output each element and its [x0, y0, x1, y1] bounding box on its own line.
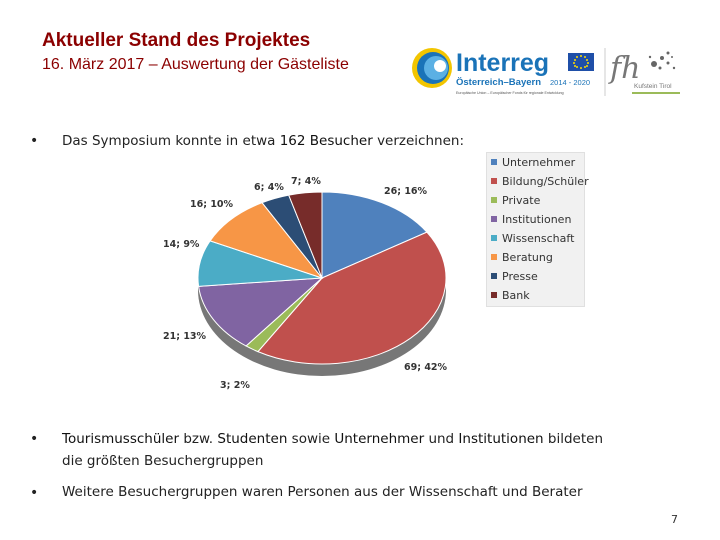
- page-number: 7: [671, 513, 678, 526]
- slice-label-institutionen: 21; 13%: [163, 331, 207, 342]
- bullet2-text-3: und: [424, 431, 459, 447]
- bullet1-highlight: 162 Besucher: [279, 133, 373, 149]
- slice-label-unternehmer: 26; 16%: [384, 186, 428, 197]
- chart-legend: Unternehmer Bildung/Schüler Private Inst…: [486, 152, 589, 307]
- legend-label: Wissenschaft: [502, 232, 575, 245]
- interreg-years: 2014 - 2020: [550, 78, 590, 87]
- slice-label-bank: 7; 4%: [291, 176, 321, 187]
- legend-item-bildung: Bildung/Schüler: [491, 175, 589, 191]
- legend-swatch: [491, 159, 497, 165]
- bullet-marker-2: •: [30, 431, 39, 447]
- bullet2-highlight-4: Institutionen: [458, 431, 544, 447]
- bullet2-text-1: bzw.: [179, 431, 218, 447]
- interreg-word: Interreg: [456, 49, 549, 77]
- legend-item-bank: Bank: [491, 289, 530, 305]
- legend-item-beratung: Beratung: [491, 251, 553, 267]
- slice-label-private: 3; 2%: [220, 380, 250, 391]
- bullet2-text-4: bildeten: [543, 431, 604, 447]
- legend-swatch: [491, 216, 497, 222]
- bullet2-highlight-3: Unternehmer: [334, 431, 425, 447]
- bullet2-line-2: die größten Besuchergruppen: [62, 453, 264, 469]
- legend-swatch: [491, 197, 497, 203]
- legend-label: Beratung: [502, 251, 553, 264]
- legend-label: Institutionen: [502, 213, 572, 226]
- fh-dots-icon: [648, 51, 676, 70]
- pie-slice-wissenschaft: [197, 240, 323, 287]
- legend-swatch: [491, 178, 497, 184]
- legend-swatch: [491, 235, 497, 241]
- pie-slice-private: [245, 277, 323, 353]
- legend-label: Bank: [502, 289, 530, 302]
- fh-word: fh: [608, 51, 640, 86]
- logo-area: Interreg Österreich–Bayern 2014 - 2020 E…: [410, 42, 685, 102]
- pie-slice-presse: [261, 194, 323, 279]
- pie-depth: [198, 204, 446, 376]
- legend-label: Bildung/Schüler: [502, 175, 589, 188]
- legend-swatch: [491, 273, 497, 279]
- slice-label-presse: 6; 4%: [254, 182, 284, 193]
- pie-slice-institutionen: [198, 277, 324, 347]
- slice-label-wissenschaft: 14; 9%: [163, 239, 200, 250]
- bullet2-highlight-1: Tourismusschüler: [62, 431, 180, 447]
- interreg-tagline: Europäische Union – Europäischer Fonds f…: [456, 91, 564, 95]
- bullet1-pre: Das Symposium konnte in etwa: [62, 133, 280, 149]
- pie-slice-beratung: [209, 202, 324, 280]
- bullet-marker-1: •: [30, 133, 39, 149]
- slice-label-beratung: 16; 10%: [190, 199, 234, 210]
- bullet2-highlight-2: Studenten: [217, 431, 288, 447]
- bullet-text-2: Tourismusschüler bzw. Studenten sowie Un…: [62, 428, 603, 472]
- slide-title: Aktueller Stand des Projektes: [42, 30, 311, 51]
- legend-label: Unternehmer: [502, 156, 576, 169]
- legend-item-presse: Presse: [491, 270, 538, 286]
- legend-item-private: Private: [491, 194, 540, 210]
- legend-label: Presse: [502, 270, 538, 283]
- bullet1-post: verzeichnen:: [372, 133, 465, 149]
- fh-location: Kufstein Tirol: [634, 83, 672, 90]
- pie-slice-unternehmer: [321, 191, 428, 279]
- slice-label-bildung: 69; 42%: [404, 362, 448, 373]
- bullet-text-3: Weitere Besuchergruppen waren Personen a…: [62, 484, 583, 500]
- legend-label: Private: [502, 194, 541, 207]
- bullet-text-1: Das Symposium konnte in etwa 162 Besuche…: [62, 130, 464, 152]
- legend-item-wissenschaft: Wissenschaft: [491, 232, 574, 248]
- pie-slice-bank: [288, 191, 323, 279]
- bullet-marker-3: •: [30, 485, 39, 501]
- legend-item-institutionen: Institutionen: [491, 213, 571, 229]
- interreg-logo: Interreg Österreich–Bayern 2014 - 2020 E…: [412, 48, 680, 96]
- interreg-region: Österreich–Bayern: [456, 77, 541, 88]
- pie-slice-bildung-sch-ler: [257, 231, 447, 365]
- slide-subtitle: 16. März 2017 – Auswertung der Gästelist…: [42, 56, 349, 73]
- legend-item-unternehmer: Unternehmer: [491, 156, 575, 172]
- legend-swatch: [491, 254, 497, 260]
- legend-swatch: [491, 292, 497, 298]
- bullet2-text-2: sowie: [287, 431, 335, 447]
